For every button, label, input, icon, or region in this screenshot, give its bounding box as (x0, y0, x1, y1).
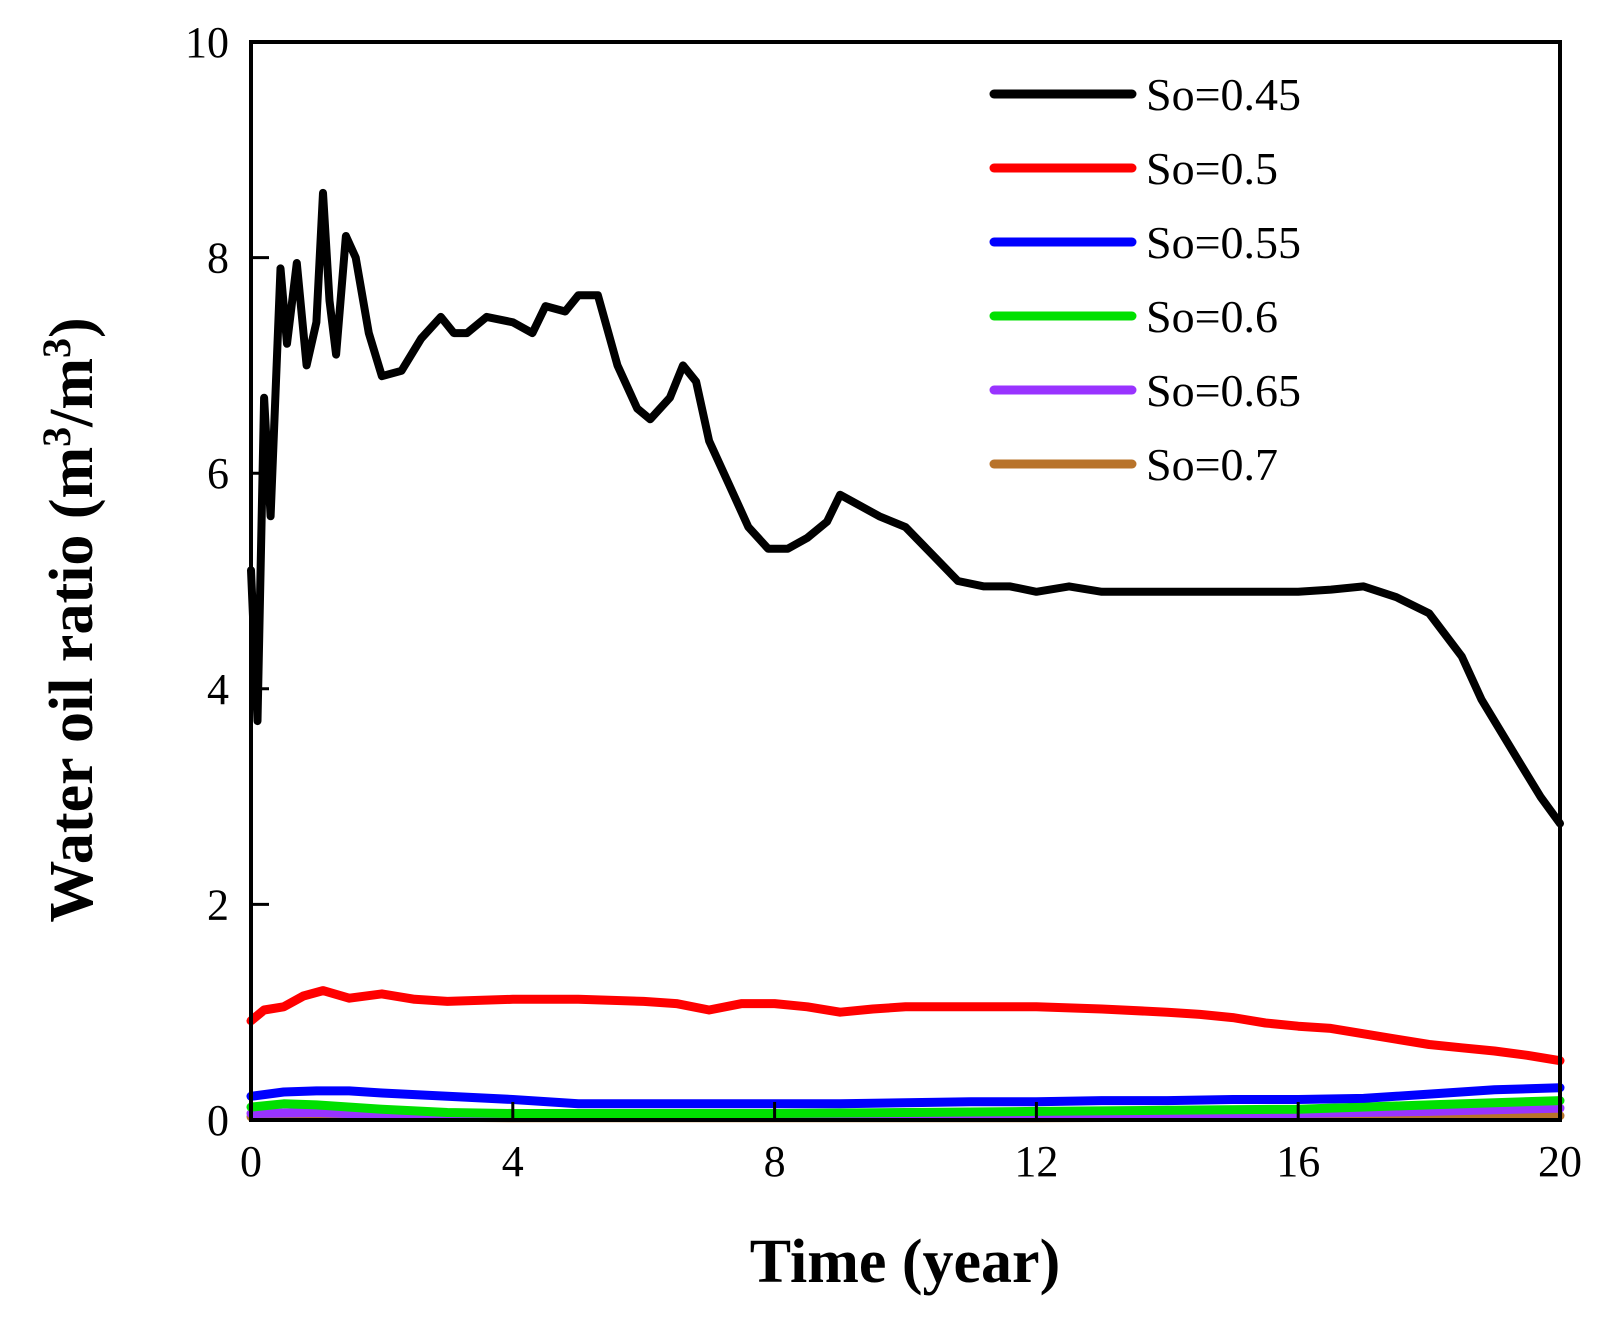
legend-label: So=0.6 (1146, 291, 1278, 342)
x-tick-label: 4 (502, 1137, 524, 1186)
legend: So=0.45 So=0.5 So=0.55 So=0.6 So=0.65 So=0.7 (989, 69, 1301, 490)
legend-label: So=0.65 (1146, 365, 1301, 416)
x-tick-label: 0 (240, 1137, 262, 1186)
y-tick-label: 4 (207, 665, 229, 714)
y-axis-title-mid: /m (38, 358, 106, 428)
series-layer (246, 188, 1565, 1123)
y-axis-title-sup2: 3 (34, 338, 79, 358)
y-tick-label: 0 (207, 1096, 229, 1145)
y-axis-title: Water oil ratio (m3/m3) (34, 317, 107, 922)
legend-item: So=0.65 (989, 365, 1301, 416)
legend-label: So=0.5 (1146, 143, 1278, 194)
x-tick-label: 16 (1276, 1137, 1320, 1186)
plot-frame (249, 40, 1562, 1122)
legend-item: So=0.5 (989, 143, 1278, 194)
x-axis-title: Time (year) (750, 1228, 1060, 1296)
tick-layer: 0 4 8 12 16 20 0 2 4 6 8 10 (185, 18, 1582, 1186)
x-tick-label: 12 (1014, 1137, 1058, 1186)
legend-label: So=0.45 (1146, 69, 1301, 120)
legend-label: So=0.7 (1146, 439, 1278, 490)
series-line-so-0-45 (247, 188, 1564, 828)
series-line-so-0-6 (246, 1096, 1565, 1118)
legend-item: So=0.7 (989, 439, 1278, 490)
legend-label: So=0.55 (1146, 217, 1301, 268)
y-axis-title-suffix: ) (38, 317, 106, 338)
legend-item: So=0.55 (989, 217, 1301, 268)
y-tick-label: 6 (207, 449, 229, 498)
y-tick-label: 10 (185, 18, 229, 67)
legend-item: So=0.45 (989, 69, 1301, 120)
y-tick-label: 8 (207, 234, 229, 283)
y-tick-label: 2 (207, 880, 229, 929)
series-line-so-0-5 (246, 986, 1565, 1066)
series-line-so-0-55 (246, 1083, 1565, 1109)
y-axis-title-sup1: 3 (34, 427, 79, 447)
x-tick-label: 8 (764, 1137, 786, 1186)
y-axis-title-prefix: Water oil ratio (m (38, 447, 106, 923)
x-tick-label: 20 (1538, 1137, 1582, 1186)
legend-item: So=0.6 (989, 291, 1278, 342)
